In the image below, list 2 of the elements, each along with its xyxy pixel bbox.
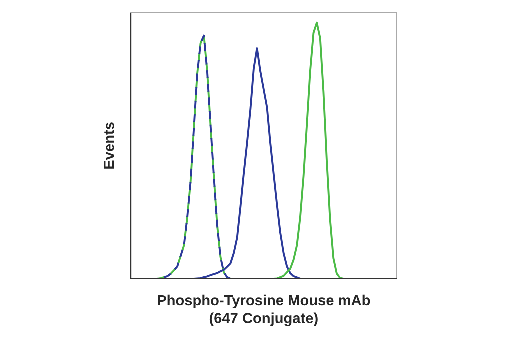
x-axis-title: Phospho-Tyrosine Mouse mAb (647 Conjugate): [158, 294, 370, 326]
y-axis-title: Events: [104, 122, 114, 169]
